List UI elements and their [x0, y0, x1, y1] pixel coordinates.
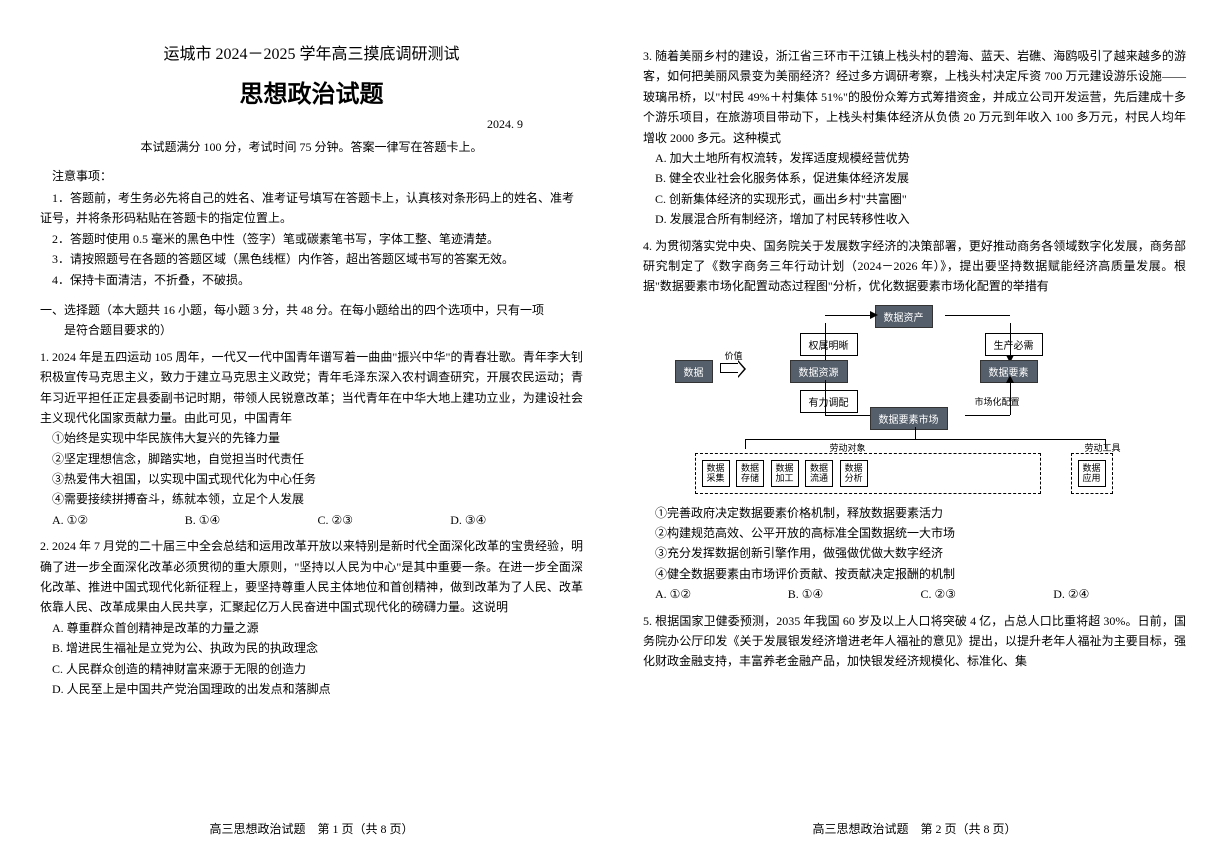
data-flow-diagram: 数据资产 权属明晰 生产必需 数据 价值 数据资源 数据要素 有力调配 市场化配…: [675, 305, 1155, 495]
label-prod: 生产必需: [985, 333, 1043, 356]
notice-title: 注意事项：: [40, 167, 583, 184]
page-left: 运城市 2024－2025 学年高三摸底调研测试 思想政治试题 2024. 9 …: [10, 20, 613, 847]
footer-page1: 高三思想政治试题 第 1 页（共 8 页）: [10, 820, 613, 837]
q2-text: 2. 2024 年 7 月党的二十届三中全会总结和运用改革开放以来特别是新时代全…: [40, 536, 583, 618]
q4-choices: A. ①② B. ①④ C. ②③ D. ②④: [643, 584, 1186, 604]
label-right: 权属明晰: [800, 333, 858, 356]
label-value: 价值: [725, 349, 743, 362]
q2-optC: C. 人民群众创造的精神财富来源于无限的创造力: [40, 659, 583, 679]
q1-text: 1. 2024 年是五四运动 105 周年，一代又一代中国青年谱写着一曲曲"振兴…: [40, 347, 583, 429]
q4-choice-a: A. ①②: [655, 584, 788, 604]
q1-opt2: ②坚定理想信念，脚踏实地，自觉担当时代责任: [40, 449, 583, 469]
q1-choice-c: C. ②③: [318, 510, 451, 530]
label-supply: 有力调配: [800, 390, 858, 413]
node-circulate: 数据流通: [805, 460, 833, 488]
node-collect: 数据采集: [702, 460, 730, 488]
notice-3: 3．请按照题号在各题的答题区域（黑色线框）内作答，超出答题区域书写的答案无效。: [40, 249, 583, 269]
footer-page2: 高三思想政治试题 第 2 页（共 8 页）: [613, 820, 1216, 837]
q1-opt4: ④需要接续拼搏奋斗，练就本领，立足个人发展: [40, 489, 583, 509]
exam-title: 运城市 2024－2025 学年高三摸底调研测试: [40, 40, 583, 64]
q5-text: 5. 根据国家卫健委预测，2035 年我国 60 岁及以上人口将突破 4 亿，占…: [643, 611, 1186, 672]
q4-opt1: ①完善政府决定数据要素价格机制，释放数据要素活力: [643, 503, 1186, 523]
q4-opt2: ②构建规范高效、公平开放的高标准全国数据统一大市场: [643, 523, 1186, 543]
q1-choices: A. ①② B. ①④ C. ②③ D. ③④: [40, 510, 583, 530]
q2-optD: D. 人民至上是中国共产党治国理政的出发点和落脚点: [40, 679, 583, 699]
node-data-resource: 数据资源: [790, 360, 848, 383]
q3-optD: D. 发展混合所有制经济，增加了村民转移性收入: [643, 209, 1186, 229]
q4-opt4: ④健全数据要素由市场评价贡献、按贡献决定报酬的机制: [643, 564, 1186, 584]
section-header: 一、选择题（本大题共 16 小题，每小题 3 分，共 48 分。在每小题给出的四…: [40, 300, 583, 320]
exam-date: 2024. 9: [40, 117, 583, 132]
arrow-icon: [720, 363, 738, 373]
node-data-asset: 数据资产: [875, 305, 933, 328]
q4-text: 4. 为贯彻落实党中央、国务院关于发展数字经济的决策部署，更好推动商务各领域数字…: [643, 236, 1186, 297]
node-apply: 数据应用: [1078, 460, 1106, 488]
node-data: 数据: [675, 360, 713, 383]
labor-object-group: 数据采集 数据存储 数据加工 数据流通 数据分析: [695, 453, 1041, 495]
page-right: 3. 随着美丽乡村的建设，浙江省三环市干江镇上栈头村的碧海、蓝天、岩礁、海鸥吸引…: [613, 20, 1216, 847]
q1-choice-a: A. ①②: [52, 510, 185, 530]
labor-tool-group: 数据应用: [1071, 453, 1113, 495]
notice-2: 2．答题时使用 0.5 毫米的黑色中性（签字）笔或碳素笔书写，字体工整、笔迹清楚…: [40, 229, 583, 249]
label-market-conf: 市场化配置: [975, 395, 1020, 408]
q4-choice-b: B. ①④: [788, 584, 921, 604]
q3-optC: C. 创新集体经济的实现形式，画出乡村"共富圈": [643, 189, 1186, 209]
q3-optA: A. 加大土地所有权流转，发挥适度规模经营优势: [643, 148, 1186, 168]
q1-choice-b: B. ①④: [185, 510, 318, 530]
q4-choice-d: D. ②④: [1053, 584, 1186, 604]
node-analyze: 数据分析: [840, 460, 868, 488]
node-store: 数据存储: [736, 460, 764, 488]
section-sub: 是符合题目要求的）: [40, 320, 583, 340]
notice-4: 4．保持卡面清洁，不折叠，不破损。: [40, 270, 583, 290]
exam-instruction: 本试题满分 100 分，考试时间 75 分钟。答案一律写在答题卡上。: [40, 138, 583, 155]
q2-optB: B. 增进民生福祉是立党为公、执政为民的执政理念: [40, 638, 583, 658]
subject-title: 思想政治试题: [40, 74, 583, 109]
q3-optB: B. 健全农业社会化服务体系，促进集体经济发展: [643, 168, 1186, 188]
q3-text: 3. 随着美丽乡村的建设，浙江省三环市干江镇上栈头村的碧海、蓝天、岩礁、海鸥吸引…: [643, 46, 1186, 148]
q1-opt3: ③热爱伟大祖国，以实现中国式现代化为中心任务: [40, 469, 583, 489]
node-market: 数据要素市场: [870, 407, 948, 430]
q2-optA: A. 尊重群众首创精神是改革的力量之源: [40, 618, 583, 638]
notice-1: 1．答题前，考生务必先将自己的姓名、准考证号填写在答题卡上，认真核对条形码上的姓…: [40, 188, 583, 229]
q4-choice-c: C. ②③: [921, 584, 1054, 604]
q1-choice-d: D. ③④: [450, 510, 583, 530]
q1-opt1: ①始终是实现中华民族伟大复兴的先锋力量: [40, 428, 583, 448]
node-process: 数据加工: [771, 460, 799, 488]
q4-opt3: ③充分发挥数据创新引擎作用，做强做优做大数字经济: [643, 543, 1186, 563]
